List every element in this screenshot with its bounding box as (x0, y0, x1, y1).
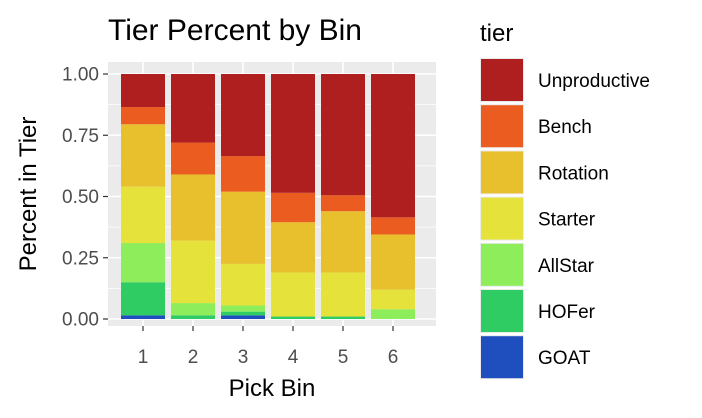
bar-segment-hofer-bin-2 (171, 315, 215, 319)
bar-segment-bench-bin-1 (121, 107, 165, 125)
x-tick-label: 6 (388, 347, 399, 368)
bars (121, 74, 415, 319)
x-tick-label: 1 (138, 347, 149, 368)
bar-segment-bench-bin-6 (371, 217, 415, 235)
bar-segment-starter-bin-6 (371, 289, 415, 310)
legend-label-starter: Starter (538, 210, 596, 231)
bar-segment-rotation-bin-6 (371, 234, 415, 290)
bar-segment-starter-bin-5 (321, 272, 365, 317)
bar-segment-allstar-bin-2 (171, 303, 215, 316)
y-axis-title: Percent in Tier (15, 117, 42, 272)
bar-segment-rotation-bin-2 (171, 174, 215, 241)
bar-segment-goat-bin-1 (121, 315, 165, 319)
bar-segment-unproductive-bin-2 (171, 74, 215, 143)
bar-segment-allstar-bin-3 (221, 305, 265, 312)
bar-segment-allstar-bin-1 (121, 243, 165, 283)
chart-title: Tier Percent by Bin (108, 14, 362, 47)
bar-segment-starter-bin-4 (271, 272, 315, 317)
legend-swatch-unproductive (481, 59, 523, 101)
bar-segment-goat-bin-3 (221, 315, 265, 319)
y-tick-label: 0.50 (62, 187, 99, 208)
bar-segment-hofer-bin-4 (271, 316, 315, 319)
legend-swatch-bench (481, 105, 523, 148)
bar-segment-bench-bin-4 (271, 192, 315, 223)
bar-segment-starter-bin-3 (221, 263, 265, 306)
bar-segment-hofer-bin-1 (121, 282, 165, 316)
legend: tier Unproductive Bench Rotation Starter All… (480, 20, 650, 380)
legend-swatch-hofer (481, 290, 523, 332)
y-tick-label: 0.75 (62, 126, 99, 147)
bar-segment-bench-bin-5 (321, 195, 365, 212)
legend-label-rotation: Rotation (538, 163, 609, 184)
bar-segment-starter-bin-1 (121, 186, 165, 244)
bar-segment-unproductive-bin-6 (371, 74, 415, 218)
bar-segment-unproductive-bin-1 (121, 74, 165, 108)
bar-segment-rotation-bin-4 (271, 222, 315, 273)
legend-swatch-allstar (481, 243, 523, 286)
bar-segment-unproductive-bin-4 (271, 74, 315, 193)
y-tick-label: 0.25 (62, 248, 99, 269)
bar-segment-allstar-bin-6 (371, 309, 415, 319)
legend-swatch-goat (481, 336, 523, 379)
legend-label-hofer: HOFer (538, 302, 596, 323)
legend-label-allstar: AllStar (538, 256, 595, 277)
legend-swatch-starter (481, 197, 523, 240)
legend-swatch-rotation (481, 151, 523, 194)
bar-segment-hofer-bin-5 (321, 316, 365, 319)
x-tick-label: 4 (288, 347, 299, 368)
x-tick-label: 3 (238, 347, 249, 368)
bar-segment-rotation-bin-3 (221, 191, 265, 264)
y-axis: 0.00 0.25 0.50 0.75 1.00 (62, 65, 108, 331)
bar-segment-hofer-bin-3 (221, 311, 265, 316)
y-tick-label: 0.00 (62, 310, 99, 331)
legend-title: tier (480, 20, 513, 47)
bar-segment-bench-bin-3 (221, 156, 265, 192)
legend-label-goat: GOAT (538, 348, 591, 369)
bar-segment-rotation-bin-5 (321, 211, 365, 273)
legend-label-unproductive: Unproductive (538, 71, 650, 92)
y-tick-label: 1.00 (62, 65, 99, 86)
x-tick-label: 5 (338, 347, 349, 368)
bar-segment-bench-bin-2 (171, 142, 215, 175)
bar-segment-unproductive-bin-3 (221, 74, 265, 157)
bar-segment-rotation-bin-1 (121, 124, 165, 187)
x-tick-label: 2 (188, 347, 199, 368)
bar-segment-unproductive-bin-5 (321, 74, 365, 196)
legend-label-bench: Bench (538, 117, 592, 138)
bar-segment-starter-bin-2 (171, 240, 215, 304)
x-axis: 1 2 3 4 5 6 (138, 326, 399, 368)
x-axis-title: Pick Bin (229, 375, 316, 402)
